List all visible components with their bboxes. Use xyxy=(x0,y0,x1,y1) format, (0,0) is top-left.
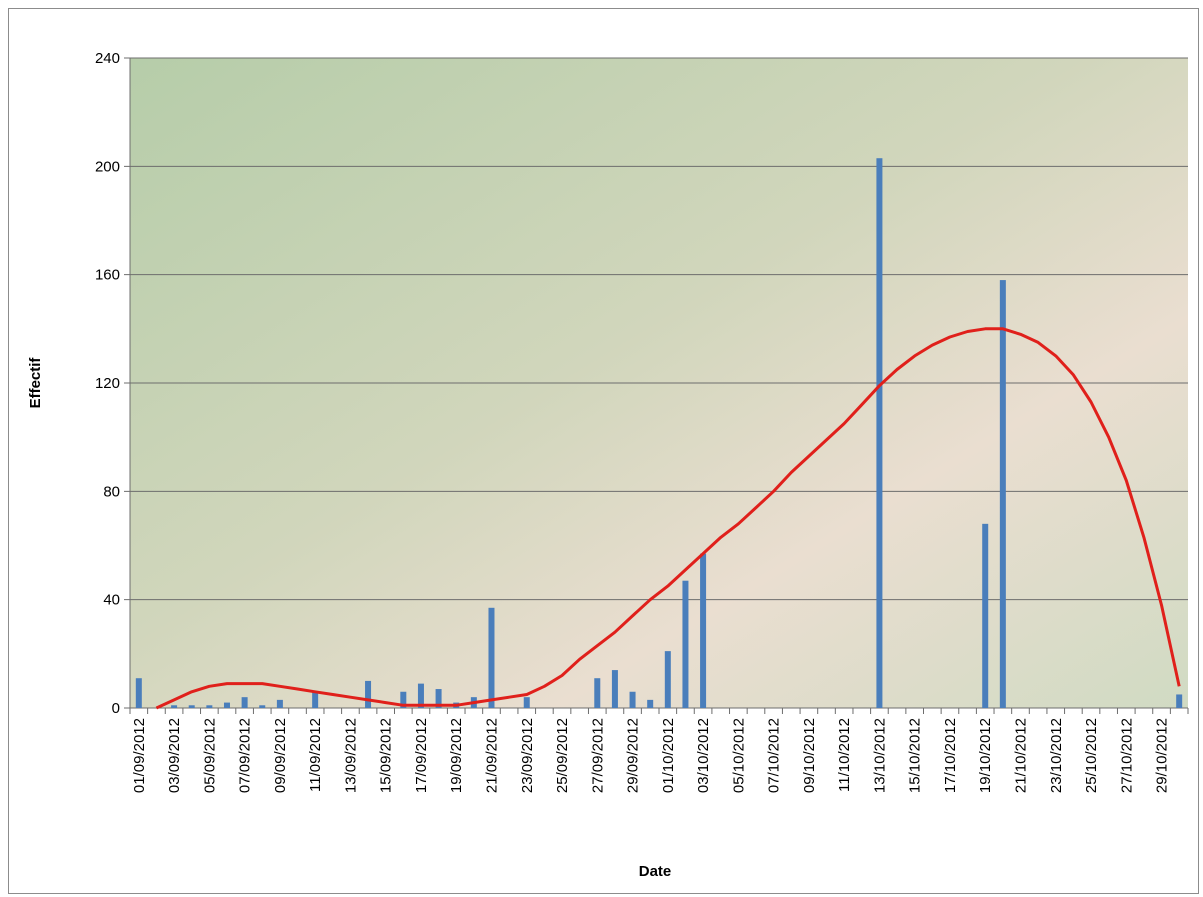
x-tick-label: 25/09/2012 xyxy=(554,718,571,793)
trend-line xyxy=(155,327,1181,710)
y-tick-label: 200 xyxy=(95,158,120,175)
y-tick-label: 0 xyxy=(112,700,120,717)
x-tick-label: 27/09/2012 xyxy=(589,718,606,793)
x-tick-label: 09/10/2012 xyxy=(801,718,818,793)
y-tick-label: 240 xyxy=(95,50,120,67)
x-tick-label: 19/09/2012 xyxy=(448,718,465,793)
y-tick-label: 160 xyxy=(95,267,120,284)
x-tick-label: 05/09/2012 xyxy=(201,718,218,793)
bar xyxy=(982,523,989,708)
x-tick-label: 19/10/2012 xyxy=(977,718,994,793)
x-tick-label: 11/09/2012 xyxy=(307,718,324,792)
bar xyxy=(664,651,671,708)
bar xyxy=(241,697,248,708)
y-axis-title: Effectif xyxy=(27,357,44,409)
x-tick-label: 05/10/2012 xyxy=(730,718,747,793)
y-tick-label: 120 xyxy=(95,375,120,392)
x-tick-label: 13/10/2012 xyxy=(871,718,888,793)
x-tick-label: 03/09/2012 xyxy=(166,718,183,793)
x-tick-label: 17/09/2012 xyxy=(413,718,430,793)
y-tick-label: 40 xyxy=(103,592,120,609)
bar xyxy=(312,691,319,708)
bar xyxy=(999,280,1006,708)
x-tick-label: 27/10/2012 xyxy=(1118,718,1135,793)
bar xyxy=(700,553,707,708)
x-tick-label: 07/09/2012 xyxy=(237,718,254,793)
x-tick-label: 23/10/2012 xyxy=(1048,718,1065,793)
x-tick-label: 09/09/2012 xyxy=(272,718,289,793)
bar xyxy=(1176,694,1183,708)
bar xyxy=(629,691,636,708)
x-tick-label: 01/10/2012 xyxy=(660,718,677,793)
x-tick-label: 07/10/2012 xyxy=(766,718,783,793)
bar xyxy=(223,702,230,708)
x-tick-label: 23/09/2012 xyxy=(519,718,536,793)
bar xyxy=(611,670,618,708)
bar xyxy=(523,697,530,708)
bar xyxy=(647,699,654,708)
bar xyxy=(365,680,372,708)
x-tick-label: 03/10/2012 xyxy=(695,718,712,793)
bar xyxy=(171,705,178,708)
bar xyxy=(188,705,195,708)
x-axis-title: Date xyxy=(639,863,672,880)
x-tick-label: 15/10/2012 xyxy=(907,718,924,793)
x-tick-label: 15/09/2012 xyxy=(378,718,395,793)
bar xyxy=(417,683,424,708)
x-tick-label: 21/10/2012 xyxy=(1012,718,1029,793)
bar xyxy=(276,699,283,708)
bar xyxy=(594,678,601,708)
x-tick-label: 29/10/2012 xyxy=(1154,718,1171,793)
x-tick-label: 01/09/2012 xyxy=(131,718,148,793)
x-tick-label: 13/09/2012 xyxy=(342,718,359,793)
x-tick-label: 21/09/2012 xyxy=(483,718,500,793)
bar xyxy=(435,689,442,708)
bar xyxy=(682,580,689,708)
x-tick-label: 29/09/2012 xyxy=(625,718,642,793)
bar xyxy=(488,607,495,708)
bar xyxy=(206,705,213,708)
x-tick-label: 25/10/2012 xyxy=(1083,718,1100,793)
y-tick-label: 80 xyxy=(103,483,120,500)
bar xyxy=(259,705,266,708)
bar xyxy=(400,691,407,708)
bar xyxy=(876,158,883,709)
bar xyxy=(135,678,142,708)
x-tick-label: 17/10/2012 xyxy=(942,718,959,793)
x-tick-label: 11/10/2012 xyxy=(836,718,853,792)
